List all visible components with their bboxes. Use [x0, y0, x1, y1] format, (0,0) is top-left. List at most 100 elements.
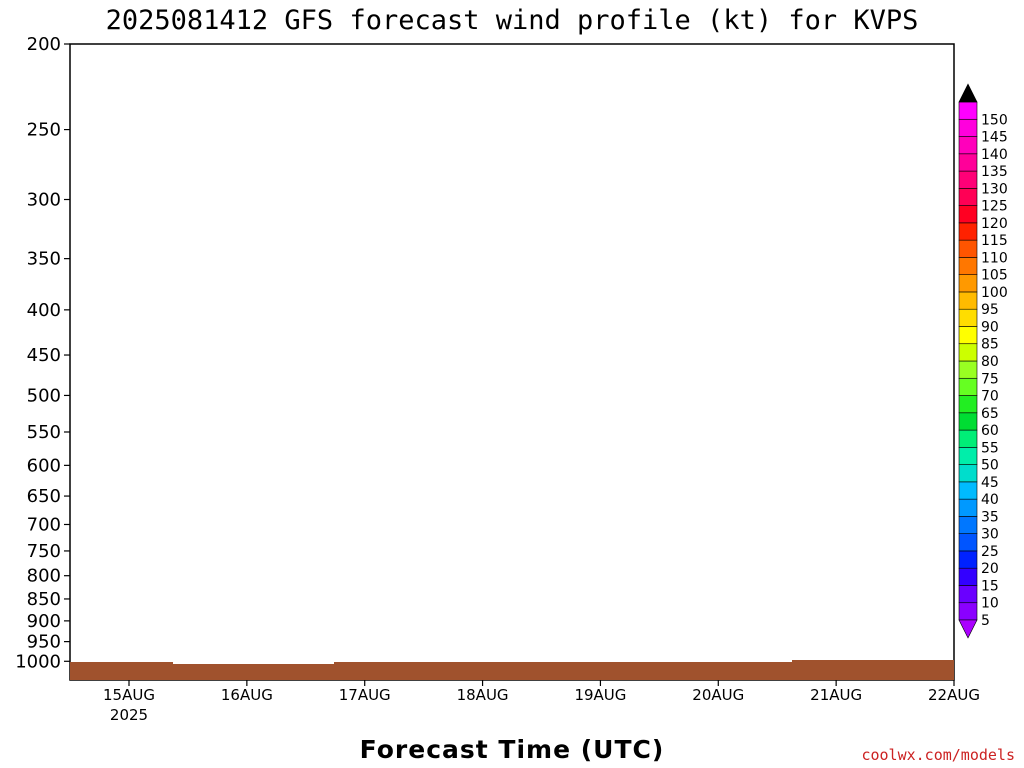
terrain-strip	[70, 660, 954, 680]
colorbar-swatch	[958, 377, 978, 396]
colorbar-swatch	[958, 101, 978, 120]
colorbar-swatch	[958, 118, 978, 137]
colorbar-swatch	[958, 395, 978, 414]
terrain-segment	[792, 660, 954, 680]
x-tick-label: 16AUG	[221, 686, 273, 704]
colorbar-top-arrow	[958, 83, 978, 103]
colorbar-tick-label: 20	[981, 561, 999, 577]
colorbar-tick-label: 105	[981, 268, 1008, 284]
colorbar-swatch	[958, 447, 978, 465]
colorbar-swatch	[958, 516, 978, 534]
colorbar-tick-label: 55	[981, 440, 999, 456]
colorbar-tick-label: 5	[981, 613, 990, 629]
colorbar-bottom-arrow	[958, 619, 978, 639]
y-tick-label: 200	[27, 34, 61, 55]
y-tick-label: 1000	[15, 651, 61, 672]
x-tick-sublabel: 2025	[110, 706, 148, 724]
colorbar-tick-label: 25	[981, 544, 999, 560]
colorbar-swatch	[958, 550, 978, 569]
colorbar-swatch	[958, 567, 978, 586]
colorbar-tick-label: 150	[981, 112, 1008, 128]
colorbar-tick-label: 100	[981, 285, 1008, 301]
x-tick-label: 17AUG	[339, 686, 391, 704]
y-tick-label: 250	[27, 120, 61, 141]
site-credit: coolwx.com/models	[861, 746, 1015, 764]
colorbar-tick-label: 140	[981, 147, 1008, 163]
y-tick-label: 450	[27, 345, 61, 366]
colorbar-tick-label: 85	[981, 337, 999, 353]
y-tick-label: 600	[27, 455, 61, 476]
colorbar-swatch	[958, 412, 978, 431]
colorbar-swatch	[958, 291, 978, 310]
colorbar-swatch	[958, 343, 978, 362]
x-tick-label: 21AUG	[810, 686, 862, 704]
y-tick-label: 750	[27, 541, 61, 562]
colorbar-swatch	[958, 153, 978, 172]
colorbar-tick-label: 30	[981, 527, 999, 543]
colorbar-tick-label: 15	[981, 578, 999, 594]
y-tick-label: 300	[27, 190, 61, 211]
x-tick-label: 19AUG	[574, 686, 626, 704]
colorbar-swatch	[958, 360, 978, 379]
y-tick-label: 900	[27, 611, 61, 632]
y-tick-label: 400	[27, 300, 61, 321]
colorbar-tick-label: 110	[981, 250, 1008, 266]
colorbar-tick-label: 35	[981, 509, 999, 525]
colorbar-swatch	[958, 429, 978, 448]
colorbar-tick-label: 70	[981, 389, 999, 405]
colorbar-tick-label: 50	[981, 458, 999, 474]
colorbar-tick-label: 45	[981, 475, 999, 491]
colorbar-tick-label: 60	[981, 423, 999, 439]
plot-frame	[69, 43, 955, 681]
colorbar-tick-label: 145	[981, 130, 1008, 146]
y-tick-label: 950	[27, 632, 61, 653]
x-axis-label: Forecast Time (UTC)	[360, 735, 665, 764]
time-axis: 15AUG 2025 16AUG 17AUG 18AUG 19AUG 20AUG 21AUG 2…	[103, 680, 980, 724]
colorbar-tick-label: 130	[981, 181, 1008, 197]
x-tick-label: 22AUG	[928, 686, 980, 704]
colorbar-swatch	[958, 257, 978, 275]
colorbar-swatch	[958, 188, 978, 206]
colorbar-swatch	[958, 481, 978, 500]
colorbar-tick-label: 135	[981, 164, 1008, 180]
y-tick-label: 500	[27, 385, 61, 406]
colorbar-swatch	[958, 585, 978, 604]
plot-border	[69, 43, 955, 681]
colorbar-tick-label: 80	[981, 354, 999, 370]
pressure-axis: 200 250 300 350 400 450 500 550 600 650 700 750 8008…	[15, 34, 70, 672]
y-tick-label: 650	[27, 486, 61, 507]
colorbar-swatch	[958, 222, 978, 241]
x-tick-label: 20AUG	[692, 686, 744, 704]
x-tick-label: 15AUG	[103, 686, 155, 704]
colorbar-swatch	[958, 170, 978, 189]
colorbar-swatch	[958, 274, 978, 293]
y-tick-label: 850	[27, 589, 61, 610]
colorbar-tick-label: 65	[981, 406, 999, 422]
y-tick-label: 350	[27, 249, 61, 270]
colorbar-swatch	[958, 464, 978, 483]
colorbar-swatch	[958, 602, 978, 621]
colorbar-swatch	[958, 498, 978, 517]
x-tick-label: 18AUG	[457, 686, 509, 704]
colorbar-tick-label: 10	[981, 596, 999, 612]
colorbar-tick-label: 120	[981, 216, 1008, 232]
y-tick-label: 550	[27, 422, 61, 443]
colorbar-swatch	[958, 533, 978, 552]
colorbar-swatch	[958, 205, 978, 224]
colorbar-tick-label: 40	[981, 492, 999, 508]
colorbar-swatch	[958, 136, 978, 155]
terrain-segment	[173, 664, 334, 680]
colorbar-tick-label: 125	[981, 199, 1008, 215]
colorbar-tick-label: 95	[981, 302, 999, 318]
colorbar-tick-label: 115	[981, 233, 1008, 249]
colorbar-tick-label: 75	[981, 371, 999, 387]
colorbar-swatch	[958, 326, 978, 345]
terrain-segment	[334, 662, 792, 680]
terrain-segment	[70, 662, 173, 680]
chart-title: 2025081412 GFS forecast wind profile (kt…	[106, 5, 919, 36]
colorbar-tick-label: 90	[981, 319, 999, 335]
y-tick-label: 800	[27, 566, 61, 587]
y-tick-label: 700	[27, 514, 61, 535]
